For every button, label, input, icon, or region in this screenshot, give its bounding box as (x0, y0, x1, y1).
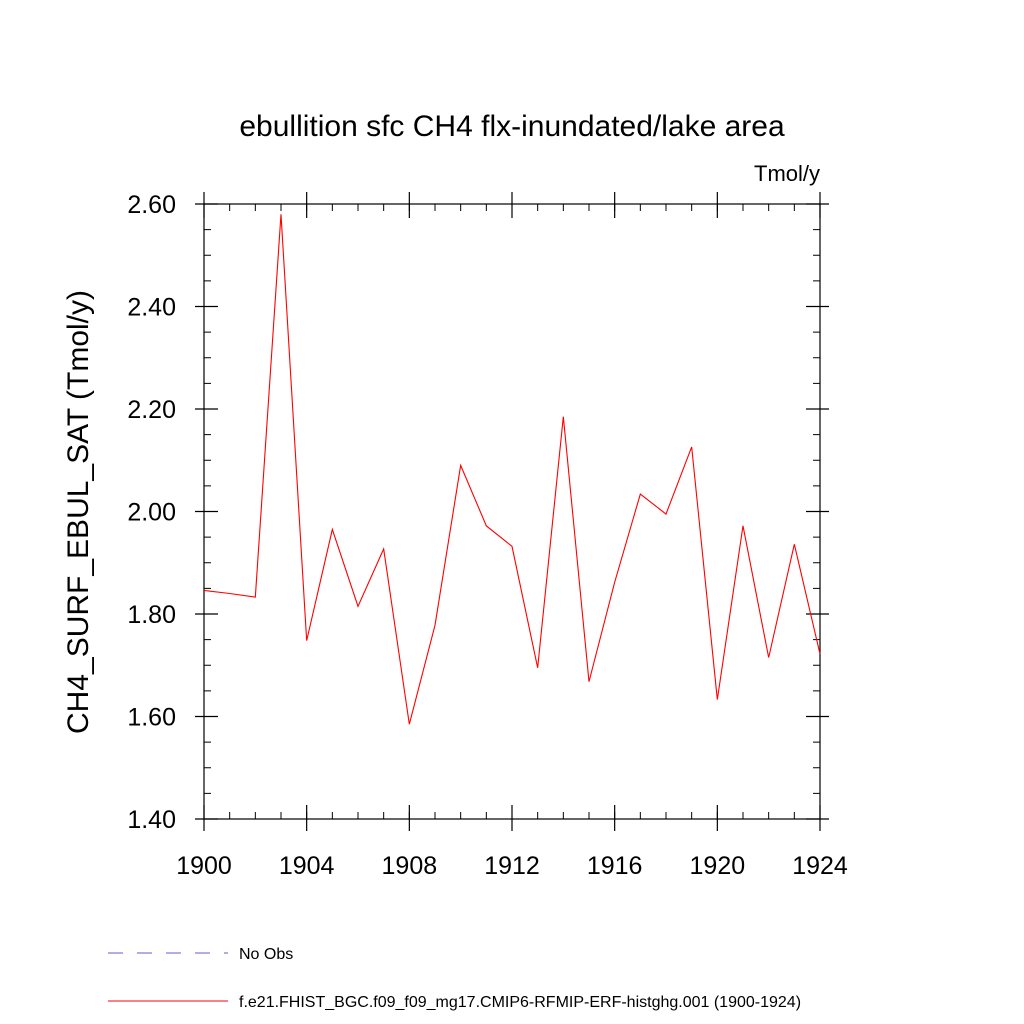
x-tick-label: 1908 (382, 852, 438, 880)
x-tick-label: 1900 (176, 852, 232, 880)
legend-label: f.e21.FHIST_BGC.f09_f09_mg17.CMIP6-RFMIP… (239, 994, 801, 1011)
y-tick-label: 1.80 (127, 601, 176, 629)
y-tick-label: 1.60 (127, 704, 176, 732)
x-tick-label: 1912 (484, 852, 540, 880)
chart-title: ebullition sfc CH4 flx-inundated/lake ar… (239, 110, 785, 143)
y-tick-label: 2.40 (127, 294, 176, 322)
y-tick-label: 2.60 (127, 191, 176, 219)
x-tick-label: 1924 (792, 852, 848, 880)
x-tick-label: 1904 (279, 852, 335, 880)
legend-label: No Obs (239, 946, 293, 963)
y-tick-label: 2.00 (127, 499, 176, 527)
y-axis-label: CH4_SURF_EBUL_SAT (Tmol/y) (62, 290, 95, 734)
y-tick-label: 2.20 (127, 396, 176, 424)
y-tick-label: 1.40 (127, 806, 176, 834)
series-line (203, 214, 821, 725)
units-label: Tmol/y (754, 161, 820, 186)
x-tick-label: 1920 (690, 852, 746, 880)
x-tick-label: 1916 (587, 852, 643, 880)
plot-border (203, 203, 821, 820)
